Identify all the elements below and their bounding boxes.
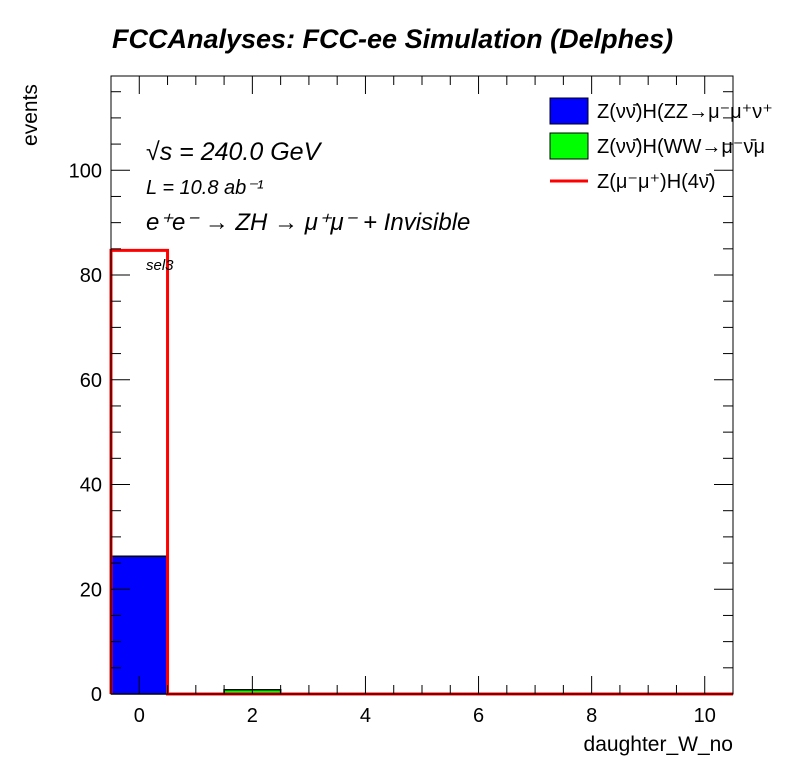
legend-swatch-1 [549,132,589,160]
process-annotation: e⁺e⁻ → ZH → μ⁺μ⁻ + Invisible [146,209,470,236]
x-tick-label: 4 [360,705,371,727]
histogram-bars [110,555,282,695]
x-tick-label: 6 [473,705,484,727]
luminosity-annotation: L = 10.8 ab⁻¹ [146,177,264,199]
plot-frame [110,75,734,695]
x-tick-label: 10 [694,705,716,727]
x-tick-label: 2 [247,705,258,727]
y-tick-label: 100 [69,160,102,182]
y-axis-label: events [19,84,42,146]
x-axis-label: daughter_W_no [584,733,733,756]
legend: Z(νν̄)H(ZZ→μ⁻μ⁺ν⁺ Z(νν̄)H(WW→μ⁻ν̄μ Z(μ⁻μ⁺)… [549,97,773,193]
y-tick-label: 0 [91,684,102,706]
y-tick-label: 20 [80,579,102,601]
y-tick-label: 80 [80,265,102,287]
x-tick-label: 8 [586,705,597,727]
axis-ticks [111,76,733,695]
sqrt-s-annotation: √s = 240.0 GeV [146,138,323,166]
legend-label-1: Z(νν̄)H(WW→μ⁻ν̄μ [597,136,765,158]
histogram-outline-series0 [110,555,733,695]
chart-title: FCCAnalyses: FCC-ee Simulation (Delphes) [112,24,673,54]
legend-swatch-0 [549,97,589,125]
histogram-bar-series0-bin0 [110,555,169,695]
histogram-lines [109,248,733,696]
x-tick-label: 0 [134,705,145,727]
histogram-line-series-0 [109,248,733,696]
y-tick-label: 40 [80,475,102,497]
y-tick-label: 60 [80,370,102,392]
legend-label-2: Z(μ⁻μ⁺)H(4ν̄) [597,171,716,193]
selection-annotation: sel3 [146,257,174,274]
legend-label-0: Z(νν̄)H(ZZ→μ⁻μ⁺ν⁺ [597,101,773,123]
